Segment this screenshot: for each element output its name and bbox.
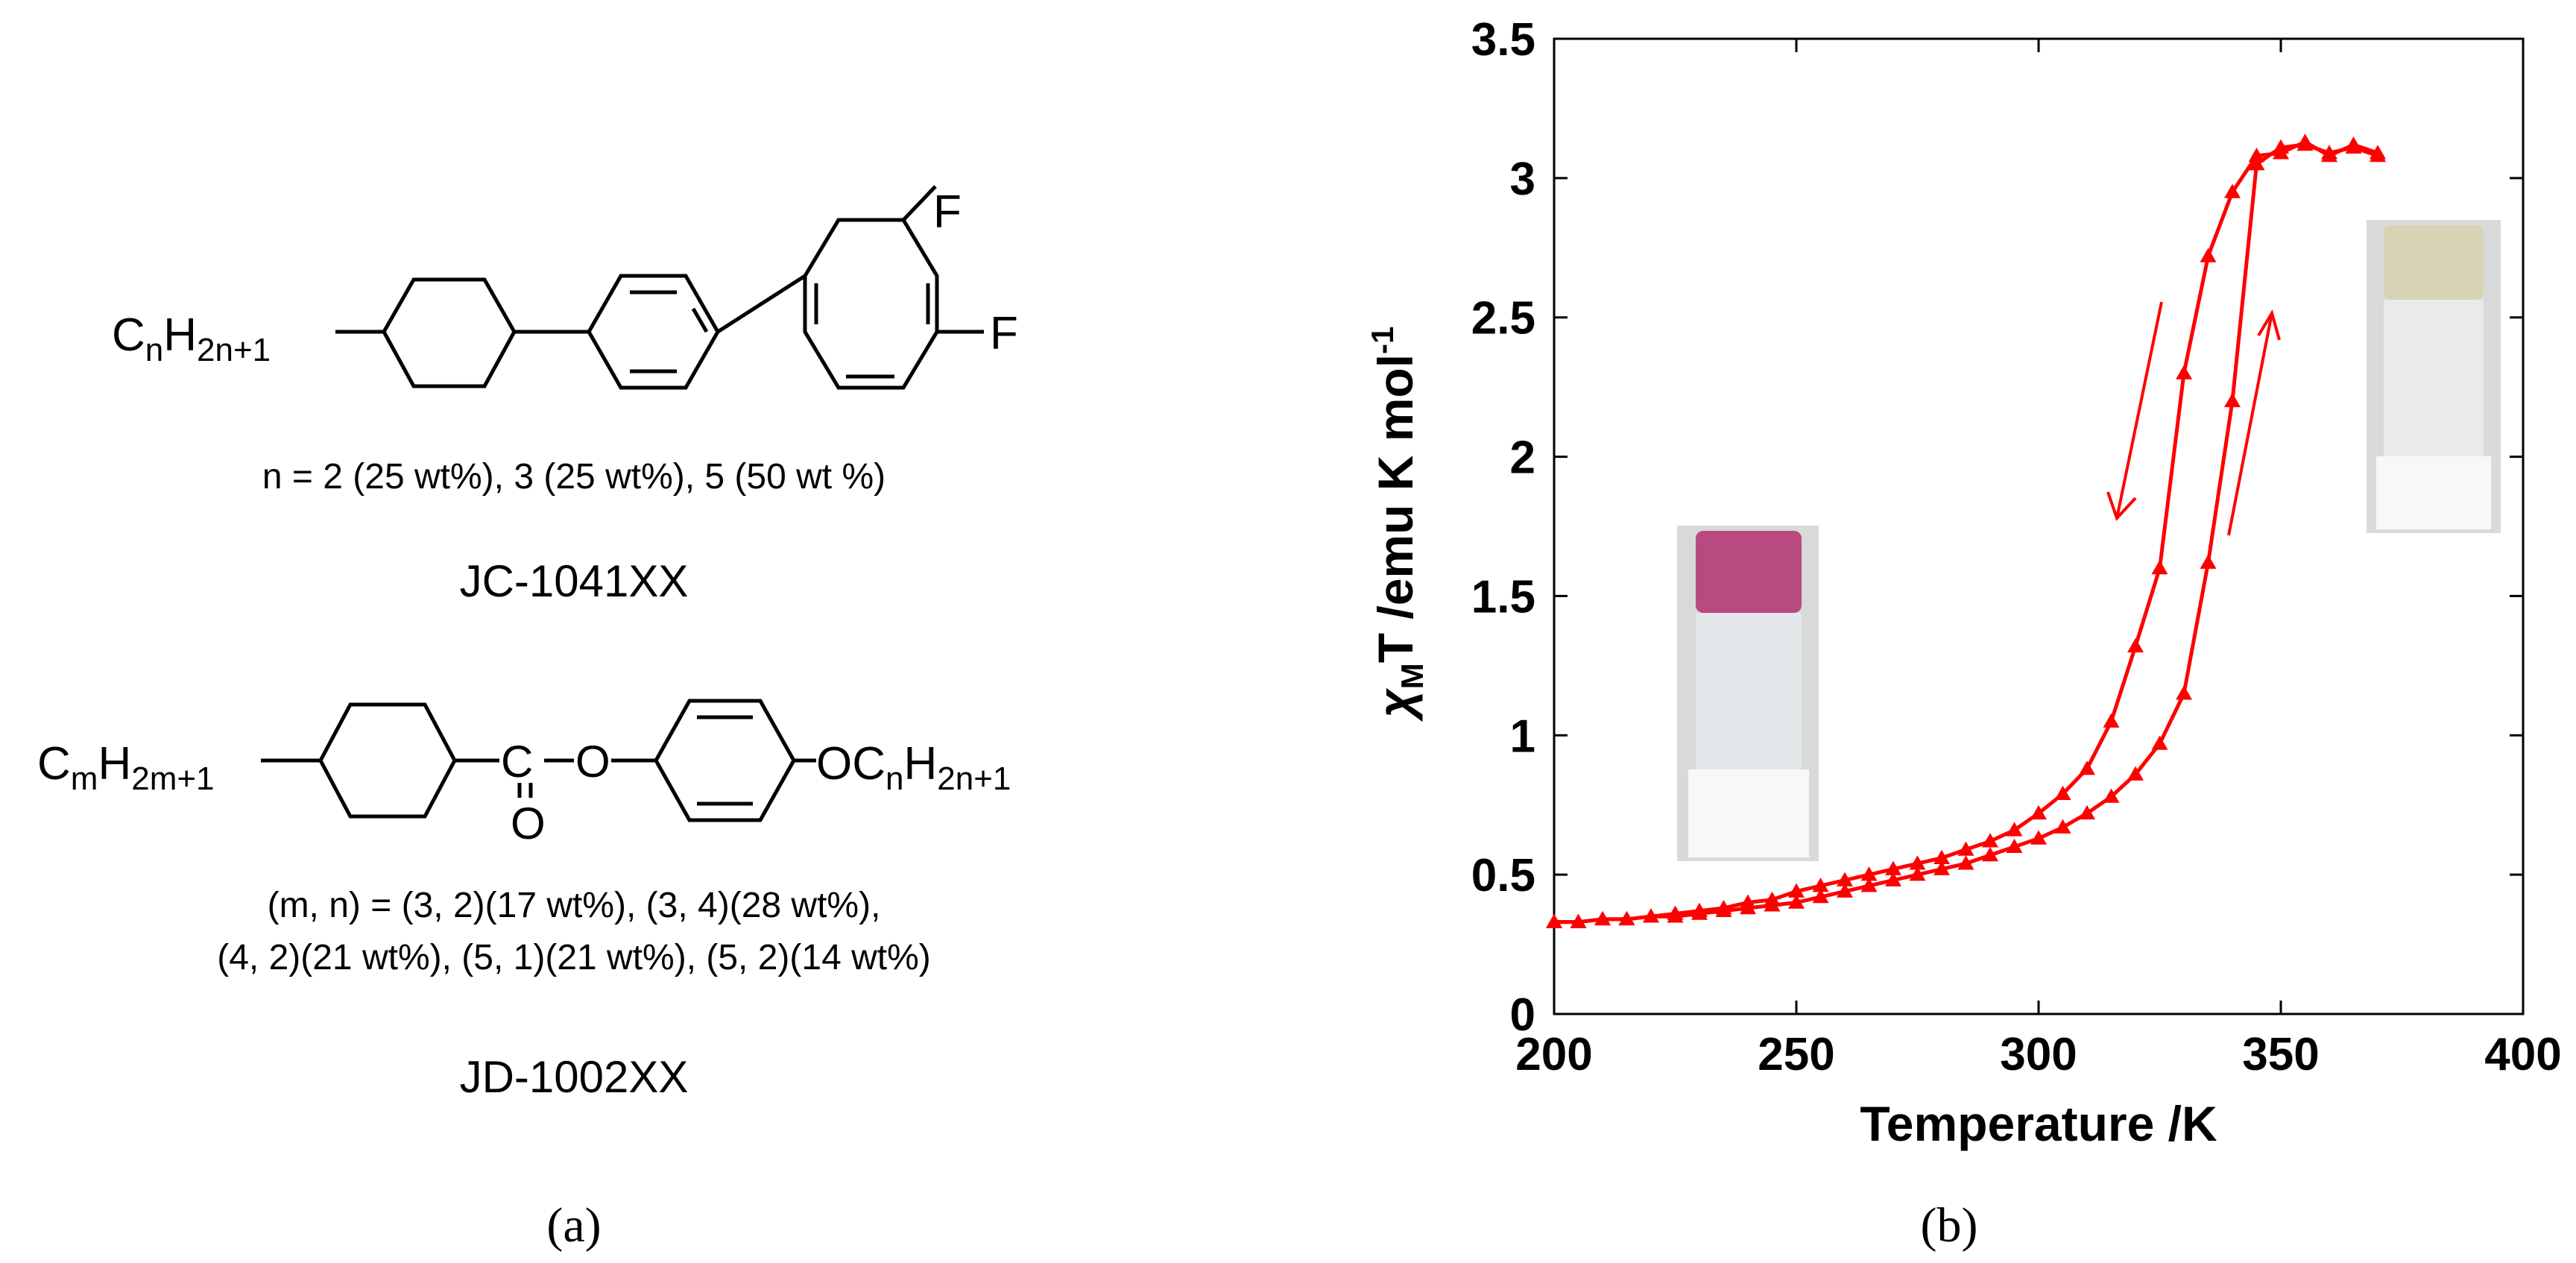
data-point-cooling xyxy=(2345,136,2362,151)
panel-b-caption: (b) xyxy=(1921,1198,1978,1253)
y-tick-label: 1 xyxy=(1510,711,1535,762)
data-point-heating xyxy=(2127,766,2144,781)
data-point-heating xyxy=(2006,838,2023,854)
data-point-cooling xyxy=(2030,804,2047,820)
y-axis-label: χMT /emu K mol-1 xyxy=(1365,327,1430,722)
compound1-skeleton xyxy=(335,185,984,390)
data-point-cooling xyxy=(2176,365,2192,379)
data-point-heating xyxy=(2151,735,2168,750)
data-point-cooling xyxy=(1691,902,1708,917)
x-tick-label: 400 xyxy=(2484,1029,2561,1080)
structures-svg: CnH2n+1 F F n = 2 (25 wt%), 3 (25 wt%), … xyxy=(37,185,1018,1253)
y-tick-labels: 0 0.5 1 1.5 2 2.5 3 3.5 xyxy=(1471,14,1535,1041)
data-point-cooling xyxy=(2151,560,2168,575)
data-point-heating xyxy=(1860,878,1878,892)
y-tick-label: 0.5 xyxy=(1471,850,1535,901)
panel-a-caption: (a) xyxy=(546,1198,601,1253)
compound1-composition: n = 2 (25 wt%), 3 (25 wt%), 5 (50 wt %) xyxy=(262,457,886,497)
data-point-cooling xyxy=(1957,841,1974,856)
compound2-composition-line2: (4, 2)(21 wt%), (5, 1)(21 wt%), (5, 2)(1… xyxy=(217,938,931,977)
data-point-heating xyxy=(1982,846,1998,862)
data-point-cooling xyxy=(1740,894,1756,909)
data-point-cooling xyxy=(2054,785,2071,801)
data-point-heating xyxy=(2176,685,2192,700)
data-point-heating xyxy=(1957,855,1974,870)
data-point-cooling xyxy=(1909,855,1926,870)
data-point-cooling xyxy=(1837,872,1853,886)
data-point-cooling xyxy=(1933,849,1950,864)
x-tick-labels: 200 250 300 350 400 xyxy=(1515,1029,2561,1080)
compound2-left-group: CmH2m+1 xyxy=(37,738,215,797)
axis-ticks xyxy=(1553,37,2525,1015)
data-point-heating xyxy=(1812,889,1829,904)
data-point-cooling xyxy=(2370,145,2386,160)
data-point-heating xyxy=(1909,866,1926,881)
data-point-cooling xyxy=(1570,913,1587,928)
compound2-name: JD-1002XX xyxy=(460,1052,689,1102)
y-tick-label: 0 xyxy=(1510,989,1535,1041)
data-point-heating xyxy=(1933,860,1950,875)
data-point-heating xyxy=(2224,392,2241,408)
data-point-cooling xyxy=(1982,833,1998,848)
x-tick-label: 200 xyxy=(1515,1029,1592,1080)
data-point-heating xyxy=(2103,788,2120,803)
heating-arrow-icon xyxy=(2227,309,2281,536)
panel-b-chart: 200 250 300 350 400 0 0.5 1 1.5 2 2.5 3 3.5 Tempera… xyxy=(1327,0,2576,1259)
cooling-arrow-icon xyxy=(2106,301,2163,521)
data-point-cooling xyxy=(1643,908,1659,923)
compound1-name: JC-1041XX xyxy=(460,556,689,606)
x-tick-label: 300 xyxy=(2000,1029,2077,1080)
compound1-substituent: CnH2n+1 xyxy=(112,309,271,368)
data-point-heating xyxy=(1788,894,1805,909)
x-tick-label: 250 xyxy=(1758,1029,1834,1080)
data-point-cooling xyxy=(1812,878,1829,892)
data-point-cooling xyxy=(1885,860,1901,875)
data-point-cooling xyxy=(2273,145,2289,160)
data-point-cooling xyxy=(1764,891,1781,907)
data-point-cooling xyxy=(1788,883,1805,898)
y-tick-label: 3 xyxy=(1510,154,1535,205)
data-point-cooling xyxy=(2224,183,2241,198)
panel-a-structures: CnH2n+1 F F n = 2 (25 wt%), 3 (25 wt%), … xyxy=(37,185,1018,1253)
data-point-heating xyxy=(2248,156,2265,171)
x-axis-label: Temperature /K xyxy=(1860,1096,2217,1151)
data-point-cooling xyxy=(2127,637,2144,652)
carbonyl-carbon-label: C xyxy=(501,737,533,787)
data-point-heating xyxy=(1837,883,1853,898)
compound2-right-group: OCnH2n+1 xyxy=(816,738,1011,797)
fluoro-top-label: F xyxy=(933,186,962,238)
data-point-cooling xyxy=(1715,899,1732,915)
data-point-heating xyxy=(2030,830,2047,845)
data-point-cooling xyxy=(2296,133,2314,148)
data-point-heating xyxy=(2079,804,2095,820)
fluoro-right-label: F xyxy=(990,308,1018,359)
compound2-skeleton xyxy=(261,699,816,822)
data-point-cooling xyxy=(1618,910,1635,926)
compound2-composition-line1: (m, n) = (3, 2)(17 wt%), (3, 4)(28 wt%), xyxy=(268,886,881,925)
photo-vial-high-temperature xyxy=(2367,220,2501,533)
photo-vial-low-temperature xyxy=(1677,526,1819,861)
data-point-heating xyxy=(1885,872,1901,886)
data-point-heating xyxy=(2054,819,2071,834)
data-point-cooling xyxy=(2248,147,2265,163)
y-tick-label: 2.5 xyxy=(1471,293,1535,344)
data-point-cooling xyxy=(2200,248,2217,262)
data-point-cooling xyxy=(1860,866,1878,881)
data-point-cooling xyxy=(2321,147,2337,163)
ester-oxygen-label: O xyxy=(575,737,610,787)
y-tick-label: 2 xyxy=(1510,432,1535,484)
data-point-cooling xyxy=(2079,760,2095,775)
carbonyl-oxygen-label: O xyxy=(511,799,546,848)
chart-svg: 200 250 300 350 400 0 0.5 1 1.5 2 2.5 3 3.5 Tempera… xyxy=(1365,14,2562,1253)
data-point-cooling xyxy=(2103,713,2120,728)
data-point-cooling xyxy=(1594,910,1611,926)
y-tick-label: 3.5 xyxy=(1471,14,1535,66)
data-point-cooling xyxy=(1546,913,1562,928)
y-tick-label: 1.5 xyxy=(1471,571,1535,623)
series-layer xyxy=(1546,133,2386,928)
data-point-cooling xyxy=(2006,822,2023,837)
data-point-heating xyxy=(2200,554,2217,569)
data-point-cooling xyxy=(1667,905,1684,920)
x-tick-label: 350 xyxy=(2242,1029,2319,1080)
